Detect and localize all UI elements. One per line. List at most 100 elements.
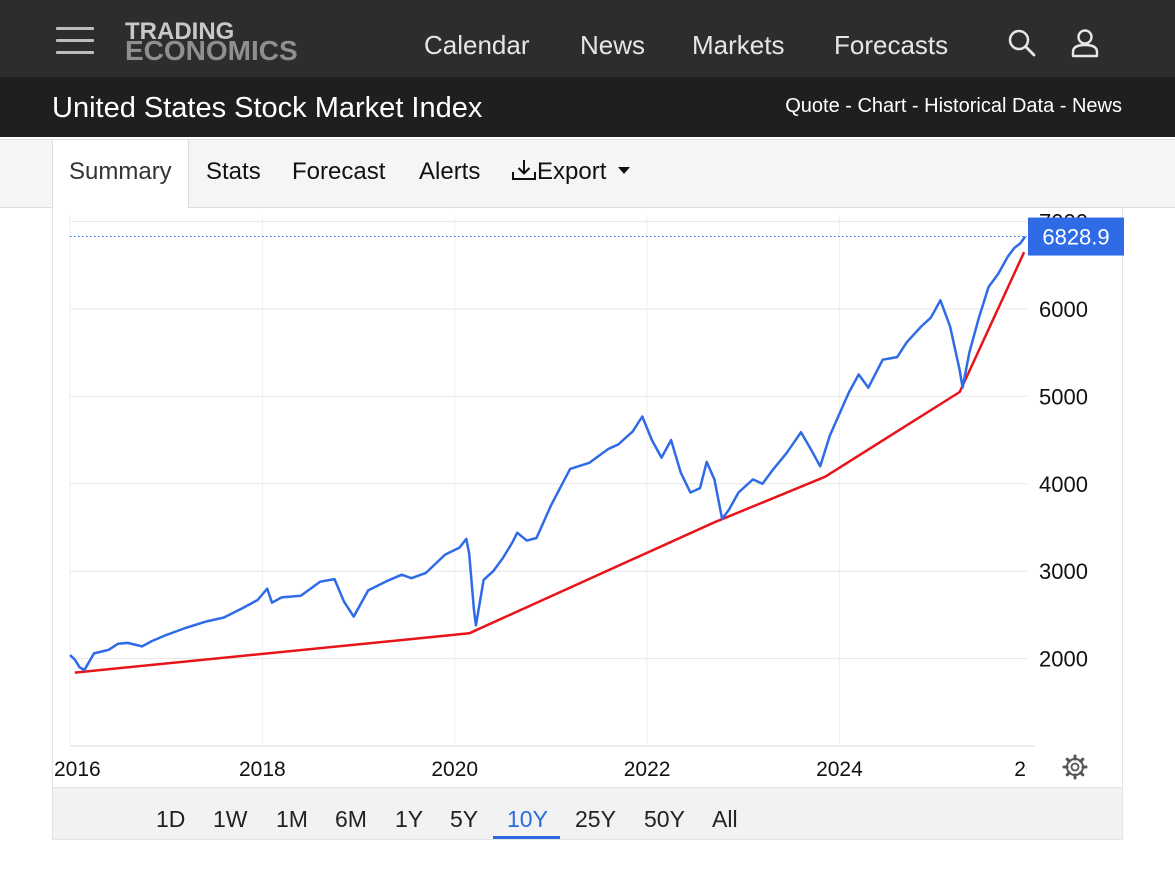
data-point — [727, 508, 731, 512]
data-point — [837, 412, 841, 416]
data-point — [1012, 246, 1016, 250]
y-tick-label: 3000 — [1039, 559, 1088, 584]
search-icon[interactable] — [1007, 28, 1037, 63]
x-tick-label: 2022 — [624, 758, 671, 781]
chart-series — [68, 235, 1027, 674]
nav-markets[interactable]: Markets — [692, 30, 785, 60]
caret-down-icon — [618, 167, 631, 174]
download-icon — [512, 160, 536, 180]
data-point — [679, 470, 683, 474]
data-point — [919, 324, 923, 328]
user-icon[interactable] — [1070, 28, 1100, 63]
data-point — [828, 434, 832, 438]
data-point — [650, 438, 654, 442]
data-point — [549, 504, 553, 508]
data-point — [501, 556, 505, 560]
data-point — [938, 298, 942, 302]
data-point — [280, 595, 284, 599]
data-point — [712, 477, 716, 481]
range-5y[interactable]: 5Y — [450, 806, 479, 832]
last-value-badge-group: 6828.9 — [1028, 217, 1124, 256]
data-point — [510, 540, 514, 544]
nav-news[interactable]: News — [580, 30, 646, 60]
data-point — [929, 316, 933, 320]
data-point — [770, 469, 774, 473]
data-point — [92, 651, 96, 655]
data-point — [616, 442, 620, 446]
data-point — [631, 429, 635, 433]
y-tick-label: 4000 — [1039, 472, 1088, 497]
data-point — [525, 539, 529, 543]
data-point — [126, 641, 130, 645]
data-point — [318, 580, 322, 584]
data-point — [270, 601, 274, 605]
data-point — [1023, 235, 1027, 239]
data-point — [472, 609, 476, 613]
data-point — [73, 657, 77, 661]
range-25y[interactable]: 25Y — [575, 806, 616, 832]
chart-settings-button[interactable] — [1062, 754, 1088, 780]
data-point — [1006, 255, 1010, 259]
data-point — [82, 668, 86, 672]
nav-forecasts[interactable]: Forecasts — [834, 30, 949, 60]
menu-icon[interactable] — [56, 27, 94, 55]
data-point — [68, 653, 72, 657]
quick-links: Quote - Chart - Historical Data - News — [785, 95, 1122, 118]
link-quote[interactable]: Quote — [785, 95, 840, 117]
data-point — [866, 386, 870, 390]
data-point — [996, 272, 1000, 276]
tab-stats[interactable]: Stats — [206, 158, 261, 185]
data-point — [688, 491, 692, 495]
y-tick-label: 2000 — [1039, 647, 1088, 672]
logo[interactable]: TRADING ECONOMICS — [125, 20, 298, 65]
line-chart[interactable]: 200030004000500060007000 201620182020202… — [53, 207, 1124, 787]
data-point — [332, 577, 336, 581]
data-point — [1018, 241, 1022, 245]
x-axis-labels: 20162018202020222024202 — [54, 752, 1087, 786]
data-point — [342, 600, 346, 604]
data-point — [967, 351, 971, 355]
title-bar: United States Stock Market Index Quote -… — [0, 77, 1175, 137]
data-point — [464, 537, 468, 541]
data-point — [977, 316, 981, 320]
link-news[interactable]: News — [1071, 95, 1122, 117]
data-point — [241, 606, 245, 610]
tab-forecast[interactable]: Forecast — [292, 158, 386, 185]
trend-line — [74, 251, 1026, 674]
data-point — [958, 368, 962, 372]
data-point — [265, 587, 269, 591]
data-point — [458, 546, 462, 550]
range-1d[interactable]: 1D — [156, 806, 186, 832]
data-point — [705, 460, 709, 464]
data-point — [698, 486, 702, 490]
range-selector: 1D 1W 1M 6M 1Y 5Y 10Y 25Y 50Y All — [52, 787, 1123, 840]
link-chart[interactable]: Chart — [857, 95, 907, 117]
range-1w[interactable]: 1W — [213, 806, 248, 832]
data-point — [78, 665, 82, 669]
range-6m[interactable]: 6M — [335, 806, 367, 832]
chart-gridlines — [69, 215, 1035, 747]
nav-calendar[interactable]: Calendar — [424, 30, 530, 60]
range-1y[interactable]: 1Y — [395, 806, 424, 832]
data-point — [587, 461, 591, 465]
data-point — [895, 355, 899, 359]
data-point — [640, 415, 644, 419]
data-point — [905, 340, 909, 344]
range-10y[interactable]: 10Y — [507, 806, 548, 832]
range-all[interactable]: All — [712, 806, 738, 832]
data-point — [736, 491, 740, 495]
last-value-label: 6828.9 — [1042, 225, 1109, 250]
x-tick-label: 2024 — [816, 758, 863, 781]
tab-summary[interactable]: Summary — [52, 139, 189, 208]
tab-summary-label: Summary — [69, 158, 172, 185]
export-button[interactable]: Export — [511, 158, 631, 186]
data-point — [203, 620, 207, 624]
link-historical-data[interactable]: Historical Data — [924, 95, 1055, 117]
range-selected-indicator — [493, 836, 560, 839]
page-title: United States Stock Market Index — [52, 92, 483, 124]
range-1m[interactable]: 1M — [276, 806, 308, 832]
export-label: Export — [537, 158, 607, 185]
tab-alerts[interactable]: Alerts — [419, 158, 481, 185]
range-50y[interactable]: 50Y — [644, 806, 685, 832]
data-point — [116, 642, 120, 646]
